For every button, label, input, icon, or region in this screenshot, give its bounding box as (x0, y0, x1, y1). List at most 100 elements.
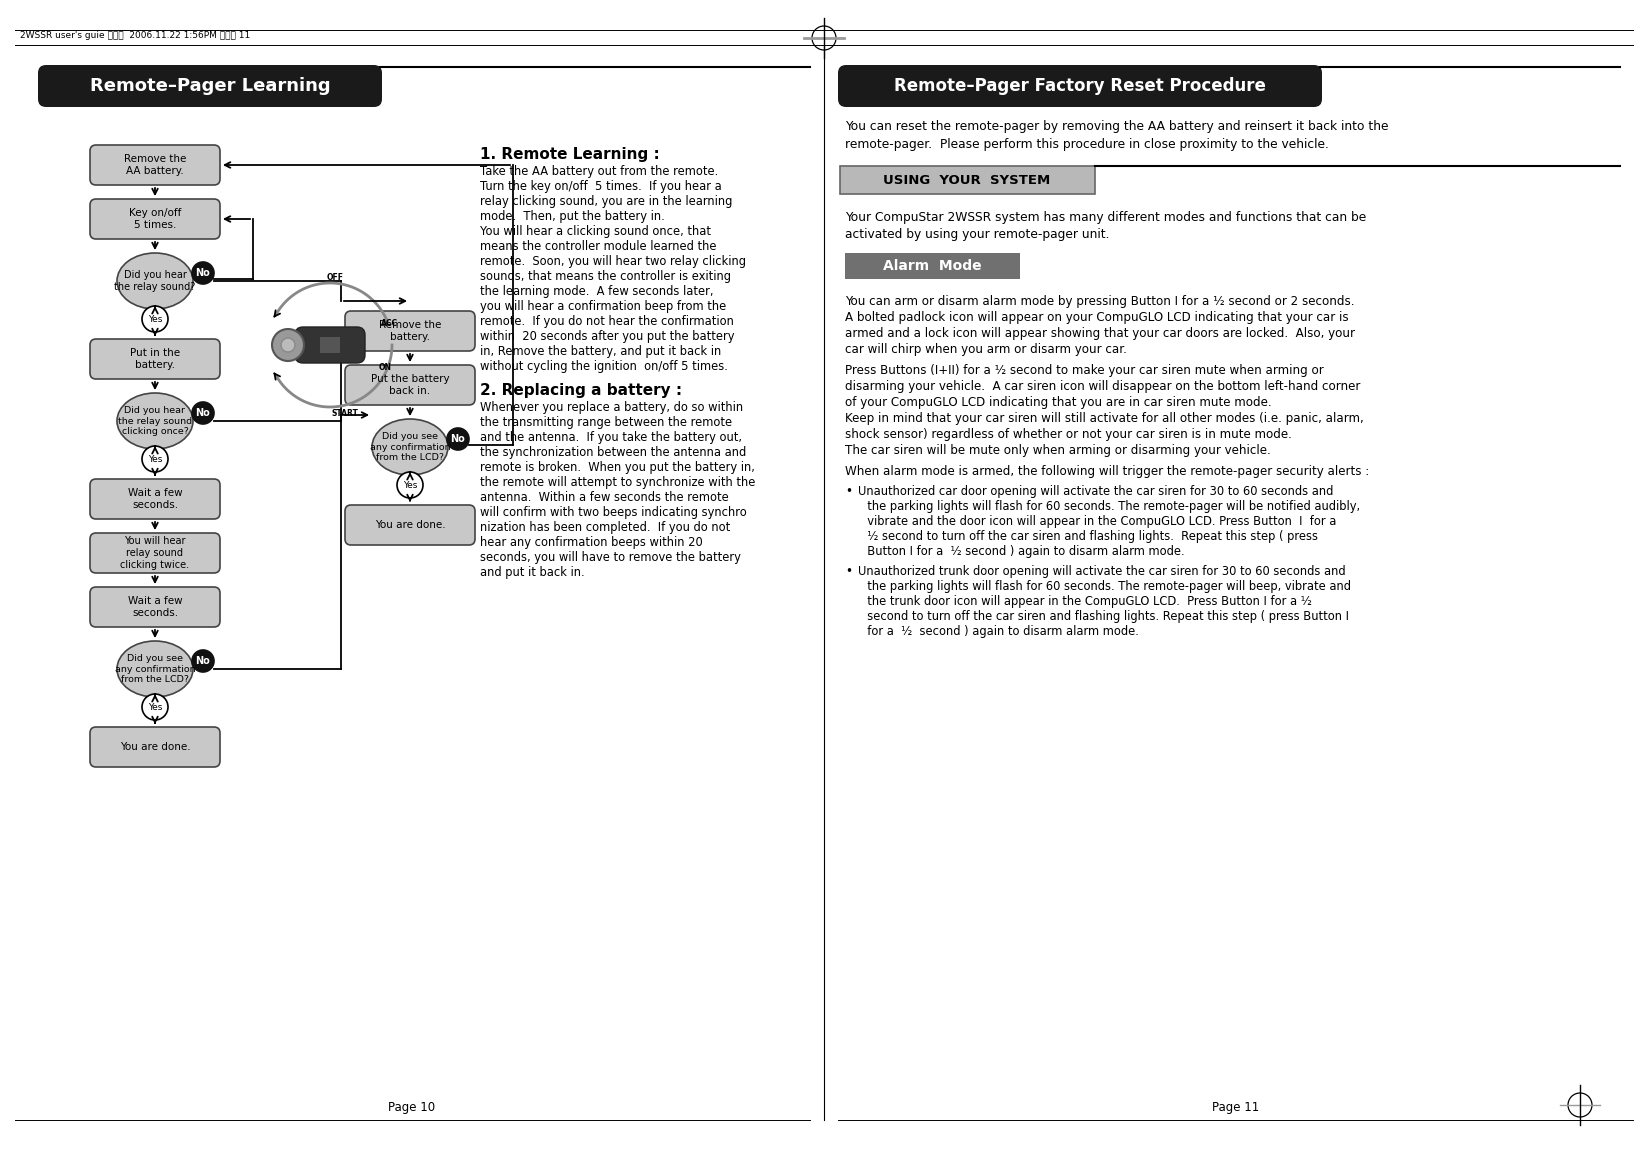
FancyBboxPatch shape (91, 588, 219, 627)
Text: disarming your vehicle.  A car siren icon will disappear on the bottom left-hand: disarming your vehicle. A car siren icon… (845, 380, 1360, 392)
Circle shape (282, 338, 295, 352)
Text: vibrate and the door icon will appear in the CompuGLO LCD. Press Button  I  for : vibrate and the door icon will appear in… (860, 515, 1337, 528)
Text: Put in the
battery.: Put in the battery. (130, 348, 180, 370)
Circle shape (447, 428, 470, 450)
Text: of your CompuGLO LCD indicating that you are in car siren mute mode.: of your CompuGLO LCD indicating that you… (845, 396, 1272, 409)
FancyBboxPatch shape (91, 145, 219, 184)
Text: car will chirp when you arm or disarm your car.: car will chirp when you arm or disarm yo… (845, 343, 1127, 356)
Text: means the controller module learned the: means the controller module learned the (480, 240, 717, 253)
Text: shock sensor) regardless of whether or not your car siren is in mute mode.: shock sensor) regardless of whether or n… (845, 428, 1292, 441)
Text: •: • (845, 565, 852, 578)
Text: Key on/off
5 times.: Key on/off 5 times. (129, 208, 181, 230)
Text: Unauthorized trunk door opening will activate the car siren for 30 to 60 seconds: Unauthorized trunk door opening will act… (859, 565, 1346, 578)
Text: No: No (196, 408, 211, 418)
FancyBboxPatch shape (91, 340, 219, 380)
Text: the transmitting range between the remote: the transmitting range between the remot… (480, 416, 732, 429)
Text: remote-pager.  Please perform this procedure in close proximity to the vehicle.: remote-pager. Please perform this proced… (845, 137, 1328, 152)
Ellipse shape (117, 392, 193, 449)
Text: START: START (331, 409, 358, 417)
FancyBboxPatch shape (320, 337, 339, 352)
Text: •: • (845, 485, 852, 498)
FancyBboxPatch shape (840, 166, 1094, 194)
FancyBboxPatch shape (344, 311, 475, 351)
Text: in, Remove the battery, and put it back in: in, Remove the battery, and put it back … (480, 345, 722, 358)
Text: and put it back in.: and put it back in. (480, 566, 585, 579)
Text: Remove the
battery.: Remove the battery. (379, 321, 442, 342)
Circle shape (193, 402, 214, 424)
Text: within  20 seconds after you put the battery: within 20 seconds after you put the batt… (480, 330, 735, 343)
Text: sounds, that means the controller is exiting: sounds, that means the controller is exi… (480, 270, 732, 283)
FancyBboxPatch shape (40, 67, 381, 105)
FancyBboxPatch shape (91, 479, 219, 519)
Text: Yes: Yes (148, 315, 162, 323)
Ellipse shape (372, 419, 448, 475)
Text: seconds, you will have to remove the battery: seconds, you will have to remove the bat… (480, 551, 742, 564)
Text: nization has been completed.  If you do not: nization has been completed. If you do n… (480, 521, 730, 533)
Text: You will hear a clicking sound once, that: You will hear a clicking sound once, tha… (480, 224, 710, 239)
Text: the learning mode.  A few seconds later,: the learning mode. A few seconds later, (480, 286, 714, 298)
Text: Remove the
AA battery.: Remove the AA battery. (124, 154, 186, 176)
Text: The car siren will be mute only when arming or disarming your vehicle.: The car siren will be mute only when arm… (845, 444, 1271, 457)
Text: Take the AA battery out from the remote.: Take the AA battery out from the remote. (480, 165, 719, 177)
Circle shape (142, 446, 168, 472)
Text: Unauthorized car door opening will activate the car siren for 30 to 60 seconds a: Unauthorized car door opening will activ… (859, 485, 1333, 498)
Text: Page 11: Page 11 (1213, 1101, 1259, 1114)
Text: Did you see
any confirmation
from the LCD?: Did you see any confirmation from the LC… (369, 432, 450, 462)
Text: mode.  Then, put the battery in.: mode. Then, put the battery in. (480, 210, 664, 223)
Text: Turn the key on/off  5 times.  If you hear a: Turn the key on/off 5 times. If you hear… (480, 180, 722, 193)
Text: Your CompuStar 2WSSR system has many different modes and functions that can be: Your CompuStar 2WSSR system has many dif… (845, 212, 1366, 224)
Text: Wait a few
seconds.: Wait a few seconds. (127, 596, 183, 618)
Text: antenna.  Within a few seconds the remote: antenna. Within a few seconds the remote (480, 491, 728, 504)
Text: the synchronization between the antenna and: the synchronization between the antenna … (480, 446, 747, 459)
Text: second to turn off the car siren and flashing lights. Repeat this step ( press B: second to turn off the car siren and fla… (860, 610, 1350, 623)
Text: Button I for a  ½ second ) again to disarm alarm mode.: Button I for a ½ second ) again to disar… (860, 545, 1185, 558)
FancyBboxPatch shape (38, 65, 382, 107)
Text: Did you hear
the relay sound?: Did you hear the relay sound? (114, 270, 196, 291)
Text: ½ second to turn off the car siren and flashing lights.  Repeat this step ( pres: ½ second to turn off the car siren and f… (860, 530, 1318, 543)
FancyBboxPatch shape (295, 327, 364, 363)
Text: Yes: Yes (402, 481, 417, 490)
Text: You can arm or disarm alarm mode by pressing Button I for a ½ second or 2 second: You can arm or disarm alarm mode by pres… (845, 295, 1355, 308)
Text: Whenever you replace a battery, do so within: Whenever you replace a battery, do so wi… (480, 401, 743, 414)
Circle shape (397, 472, 424, 498)
Text: You are done.: You are done. (374, 521, 445, 530)
Text: You will hear
relay sound
clicking twice.: You will hear relay sound clicking twice… (120, 537, 190, 570)
FancyBboxPatch shape (91, 727, 219, 767)
Text: You are done.: You are done. (120, 741, 190, 752)
Text: No: No (196, 268, 211, 278)
Text: Did you see
any confirmation
from the LCD?: Did you see any confirmation from the LC… (115, 654, 196, 684)
Circle shape (193, 262, 214, 284)
Text: you will hear a confirmation beep from the: you will hear a confirmation beep from t… (480, 300, 727, 313)
Text: and the antenna.  If you take the battery out,: and the antenna. If you take the battery… (480, 431, 742, 444)
Text: Page 10: Page 10 (389, 1101, 435, 1114)
Circle shape (142, 694, 168, 720)
Text: relay clicking sound, you are in the learning: relay clicking sound, you are in the lea… (480, 195, 732, 208)
Text: ACC: ACC (381, 318, 399, 328)
Ellipse shape (117, 253, 193, 309)
Text: will confirm with two beeps indicating synchro: will confirm with two beeps indicating s… (480, 506, 747, 519)
Text: remote is broken.  When you put the battery in,: remote is broken. When you put the batte… (480, 461, 755, 474)
FancyBboxPatch shape (344, 365, 475, 405)
Text: remote.  Soon, you will hear two relay clicking: remote. Soon, you will hear two relay cl… (480, 255, 747, 268)
Ellipse shape (117, 642, 193, 697)
Text: When alarm mode is armed, the following will trigger the remote-pager security a: When alarm mode is armed, the following … (845, 465, 1369, 478)
Text: hear any confirmation beeps within 20: hear any confirmation beeps within 20 (480, 536, 702, 549)
Text: 2. Replacing a battery :: 2. Replacing a battery : (480, 383, 682, 398)
Text: the parking lights will flash for 60 seconds. The remote-pager will be notified : the parking lights will flash for 60 sec… (860, 501, 1360, 513)
Circle shape (142, 306, 168, 333)
Text: No: No (196, 656, 211, 666)
Text: the trunk door icon will appear in the CompuGLO LCD.  Press Button I for a ½: the trunk door icon will appear in the C… (860, 595, 1312, 607)
Text: You can reset the remote-pager by removing the AA battery and reinsert it back i: You can reset the remote-pager by removi… (845, 120, 1389, 133)
Text: activated by using your remote-pager unit.: activated by using your remote-pager uni… (845, 228, 1109, 241)
Text: No: No (450, 434, 465, 444)
Text: Remote–Pager Learning: Remote–Pager Learning (89, 78, 330, 95)
Text: without cycling the ignition  on/off 5 times.: without cycling the ignition on/off 5 ti… (480, 360, 728, 372)
FancyBboxPatch shape (91, 533, 219, 573)
Circle shape (193, 650, 214, 672)
Text: Put the battery
back in.: Put the battery back in. (371, 374, 450, 396)
Text: Yes: Yes (148, 455, 162, 463)
Text: Did you hear
the relay sound
clicking once?: Did you hear the relay sound clicking on… (119, 407, 193, 436)
Text: the parking lights will flash for 60 seconds. The remote-pager will beep, vibrat: the parking lights will flash for 60 sec… (860, 580, 1351, 593)
FancyBboxPatch shape (837, 65, 1322, 107)
Text: USING  YOUR  SYSTEM: USING YOUR SYSTEM (883, 174, 1051, 187)
